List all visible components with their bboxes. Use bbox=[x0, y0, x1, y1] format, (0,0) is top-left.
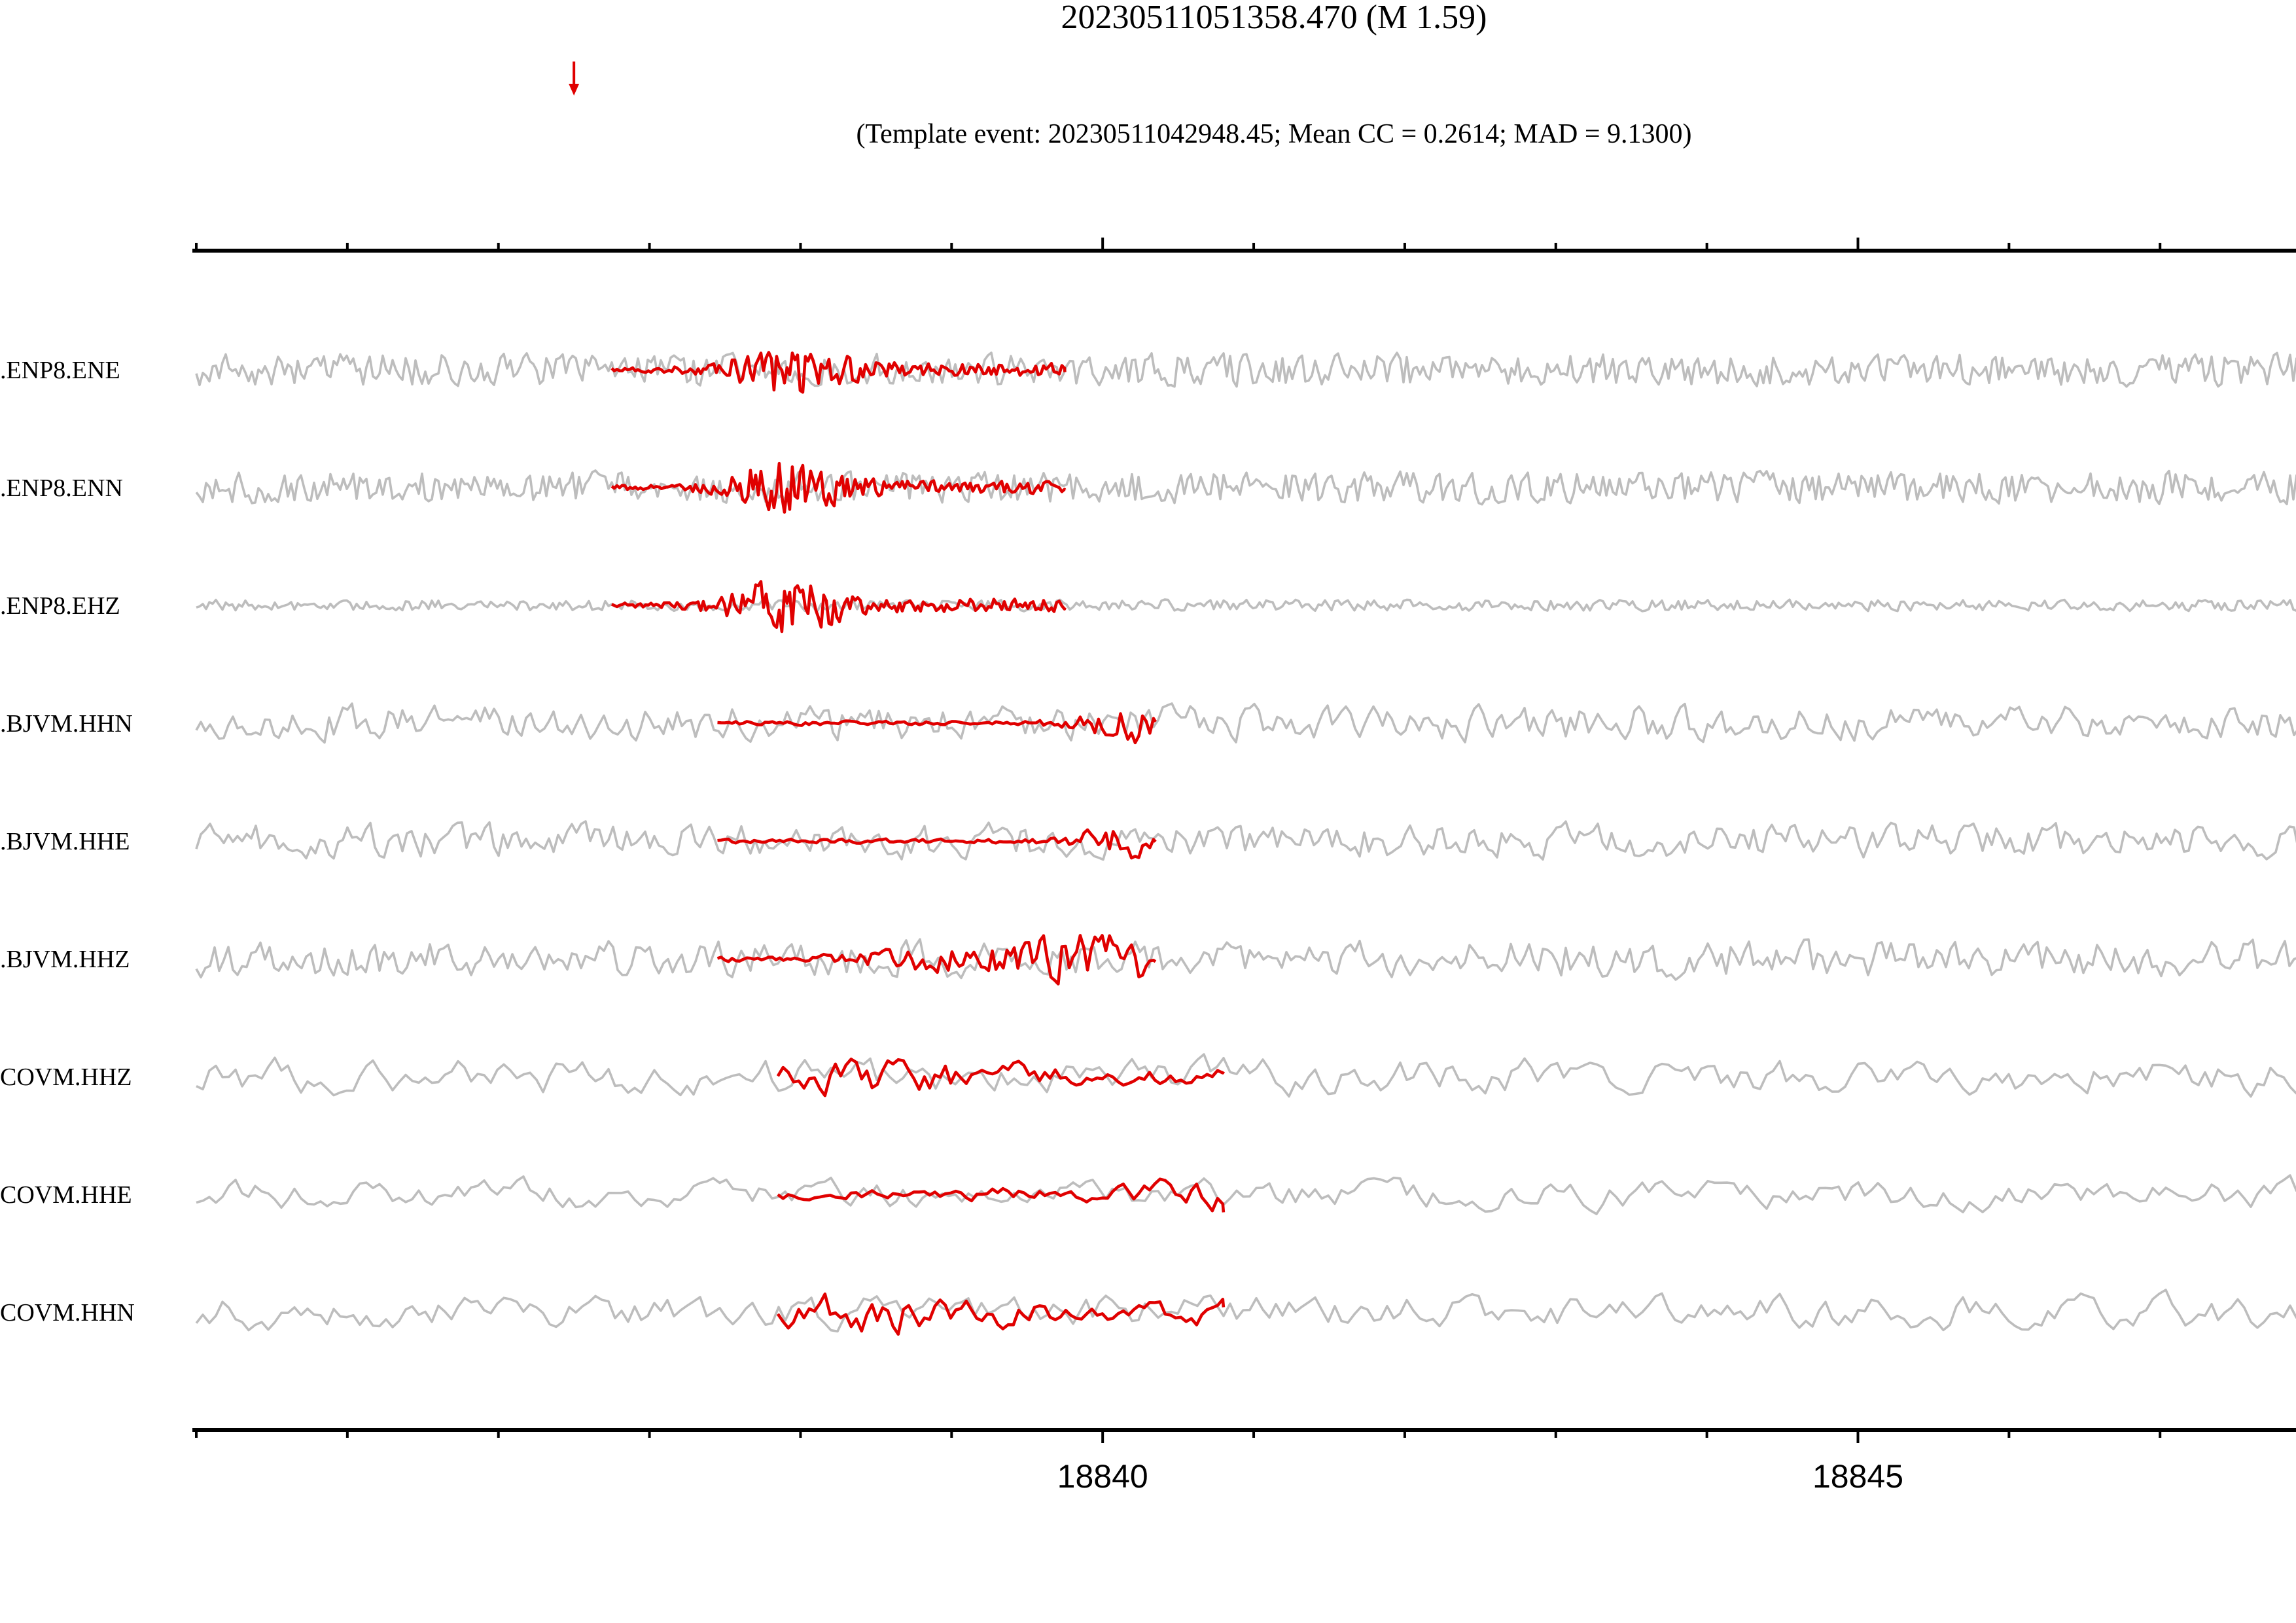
bottom-time-axis: 18840 18845 bbox=[192, 1428, 2296, 1495]
station-label: .BJVM.HHN bbox=[0, 710, 133, 738]
template-trace bbox=[610, 461, 1067, 514]
continuous-trace bbox=[196, 598, 2296, 613]
trace-row: .ENP8.EHZ bbox=[0, 580, 2296, 633]
trace-row: .BJVM.HHE bbox=[0, 820, 2296, 861]
template-trace bbox=[777, 1177, 1226, 1213]
station-label: .ENP8.EHZ bbox=[0, 592, 120, 620]
station-label: .BJVM.HHZ bbox=[0, 946, 130, 973]
template-trace bbox=[610, 580, 1067, 633]
station-label: COVM.HHZ bbox=[0, 1063, 132, 1091]
station-label: COVM.HHN bbox=[0, 1299, 135, 1327]
figure-header: 20230511051358.470 (M 1.59) (Template ev… bbox=[569, 0, 1692, 149]
template-trace bbox=[717, 712, 1157, 745]
station-label: .ENP8.ENN bbox=[0, 474, 123, 502]
arrow-head bbox=[569, 84, 580, 96]
continuous-trace bbox=[195, 1289, 2296, 1333]
continuous-trace bbox=[195, 820, 2296, 861]
continuous-trace bbox=[196, 1053, 2296, 1098]
station-label: .ENP8.ENE bbox=[0, 357, 120, 384]
trace-row: .BJVM.HHZ bbox=[0, 934, 2296, 986]
trace-row: COVM.HHZ bbox=[0, 1053, 2296, 1098]
chart-title: 20230511051358.470 (M 1.59) bbox=[1061, 0, 1487, 36]
continuous-trace bbox=[195, 469, 2296, 506]
template-trace bbox=[776, 1293, 1226, 1336]
continuous-trace bbox=[196, 1174, 2296, 1215]
station-label: .BJVM.HHE bbox=[0, 828, 130, 855]
trace-row: .ENP8.ENN bbox=[0, 461, 2296, 514]
trace-row: .ENP8.ENE bbox=[0, 351, 2296, 394]
trace-row: .BJVM.HHN bbox=[0, 702, 2296, 745]
continuous-trace bbox=[195, 351, 2296, 388]
template-trace bbox=[610, 351, 1067, 394]
detection-arrow-icon bbox=[569, 62, 580, 96]
template-trace bbox=[776, 1058, 1225, 1097]
continuous-trace bbox=[195, 938, 2296, 981]
station-label: COVM.HHE bbox=[0, 1181, 132, 1209]
trace-row: COVM.HHN bbox=[0, 1289, 2296, 1336]
x-tick-label: 18840 bbox=[1057, 1458, 1148, 1495]
template-trace bbox=[717, 828, 1157, 860]
trace-row: COVM.HHE bbox=[0, 1174, 2296, 1215]
chart-subtitle: (Template event: 20230511042948.45; Mean… bbox=[856, 119, 1691, 149]
top-time-axis bbox=[192, 238, 2296, 253]
template-trace bbox=[716, 934, 1157, 986]
x-tick-label: 18845 bbox=[1812, 1458, 1903, 1495]
waveform-traces: .ENP8.ENE .ENP8.ENN .ENP8.EHZ .BJVM.HHN .BJV… bbox=[0, 351, 2296, 1336]
continuous-trace bbox=[195, 702, 2296, 744]
